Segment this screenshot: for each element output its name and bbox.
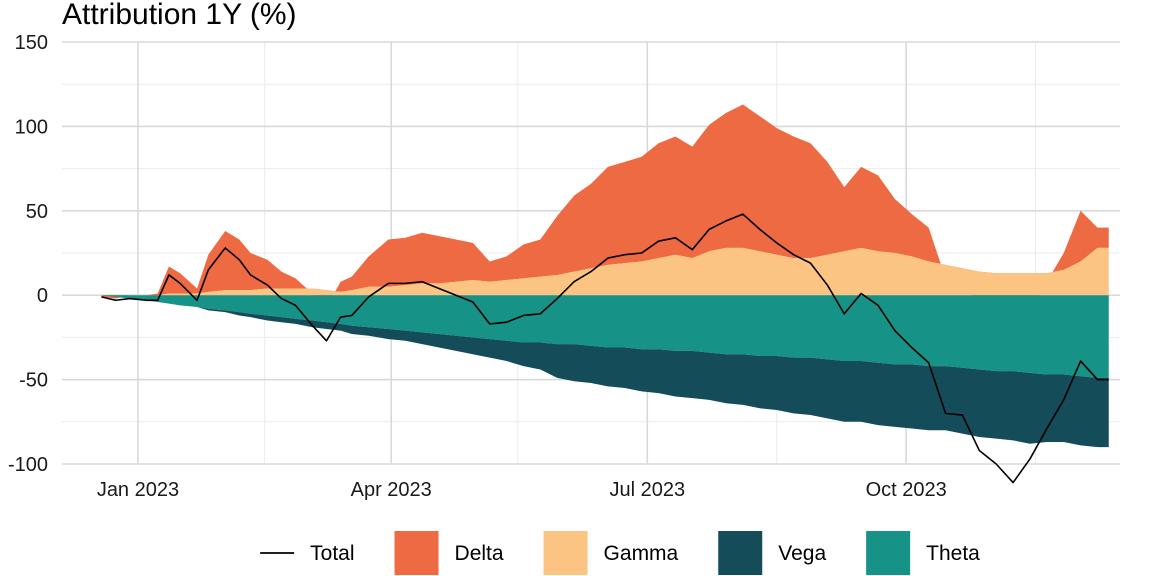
legend-key-gamma bbox=[543, 531, 588, 575]
x-tick-label: Jan 2023 bbox=[97, 479, 179, 501]
legend-label-vega: Vega bbox=[778, 542, 826, 565]
legend-item-theta: Theta bbox=[866, 531, 980, 575]
y-tick-label: 0 bbox=[37, 285, 48, 307]
legend-label-theta: Theta bbox=[926, 542, 980, 565]
legend-label-gamma: Gamma bbox=[604, 542, 679, 565]
total-line-layer bbox=[101, 213, 1109, 484]
area-delta bbox=[101, 104, 1109, 338]
legend-key-theta bbox=[866, 531, 911, 575]
legend-key-delta bbox=[394, 531, 439, 575]
area-gamma bbox=[101, 247, 1109, 296]
legend-item-total: Total bbox=[260, 542, 355, 565]
y-axis: -100 -50 0 50 100 150 bbox=[8, 32, 48, 476]
x-tick-label: Apr 2023 bbox=[351, 479, 432, 501]
x-axis: Jan 2023 Apr 2023 Jul 2023 Oct 2023 bbox=[97, 479, 947, 501]
x-tick-label: Jul 2023 bbox=[609, 479, 685, 501]
y-tick-label: 100 bbox=[15, 116, 48, 138]
area-vega bbox=[101, 295, 1109, 448]
y-tick-label: -50 bbox=[19, 370, 48, 392]
y-tick-label: -100 bbox=[8, 454, 48, 476]
legend-item-vega: Vega bbox=[718, 531, 826, 575]
legend-item-delta: Delta bbox=[394, 531, 504, 575]
legend-item-gamma: Gamma bbox=[543, 531, 679, 575]
legend: Total Delta Gamma Vega Theta bbox=[260, 531, 980, 575]
legend-label-total: Total bbox=[310, 542, 354, 565]
legend-label-delta: Delta bbox=[455, 542, 504, 565]
line-total bbox=[101, 213, 1109, 484]
y-tick-label: 50 bbox=[26, 201, 48, 223]
area-theta bbox=[101, 295, 1109, 378]
y-tick-label: 150 bbox=[15, 32, 48, 54]
x-tick-label: Oct 2023 bbox=[866, 479, 947, 501]
legend-key-vega bbox=[718, 531, 763, 575]
chart-title: Attribution 1Y (%) bbox=[62, 0, 297, 31]
stacked-areas bbox=[101, 104, 1109, 448]
